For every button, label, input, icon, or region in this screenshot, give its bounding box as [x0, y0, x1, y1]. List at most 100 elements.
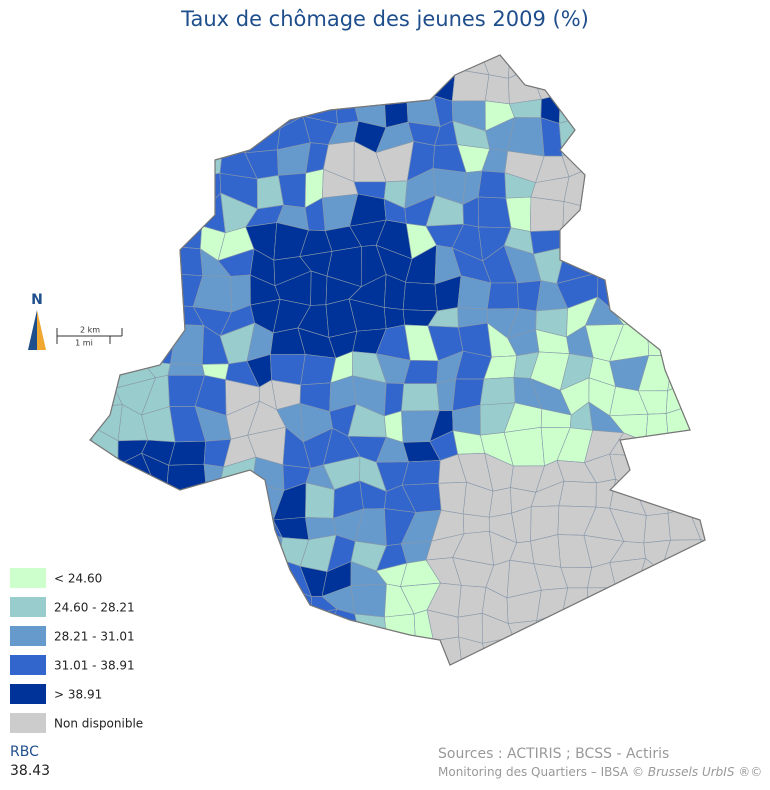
- district: [192, 585, 233, 623]
- district: [90, 355, 102, 391]
- district: [718, 688, 744, 728]
- district: [90, 510, 98, 538]
- district: [726, 226, 749, 256]
- district: [196, 482, 222, 520]
- district: [716, 408, 754, 436]
- district: [608, 70, 644, 95]
- legend-label: 28.21 - 31.01: [54, 630, 135, 644]
- district: [635, 152, 670, 176]
- district: [608, 143, 643, 173]
- district: [426, 676, 463, 699]
- district: [196, 505, 227, 543]
- district: [198, 125, 232, 150]
- district: [714, 615, 746, 642]
- district: [716, 386, 752, 411]
- district: [244, 558, 281, 596]
- district: [406, 63, 434, 96]
- district: [376, 637, 417, 665]
- district: [610, 671, 649, 696]
- district: [115, 143, 156, 179]
- district: [562, 201, 595, 231]
- district: [558, 480, 597, 508]
- district: [564, 673, 594, 695]
- district: [717, 144, 753, 178]
- district: [91, 89, 129, 127]
- district: [300, 354, 337, 386]
- district: [663, 273, 699, 302]
- district: [140, 143, 175, 178]
- scale-km: 2 km: [80, 326, 100, 335]
- district: [636, 455, 676, 493]
- district: [695, 55, 705, 68]
- district: [529, 55, 566, 71]
- district: [687, 479, 705, 521]
- district: [141, 507, 174, 544]
- north-label: N: [31, 292, 43, 308]
- map-title: Taux de chômage des jeunes 2009 (%): [180, 7, 589, 31]
- district: [116, 89, 148, 131]
- district: [217, 568, 250, 596]
- district: [90, 335, 128, 362]
- district: [141, 609, 173, 646]
- district: [324, 55, 364, 79]
- district: [128, 125, 148, 151]
- district: [334, 88, 359, 125]
- district: [663, 297, 699, 334]
- district: [590, 144, 616, 170]
- district: [426, 689, 456, 726]
- district: [687, 170, 705, 200]
- district: [141, 593, 182, 617]
- district: [402, 281, 438, 312]
- district: [609, 616, 645, 651]
- district: [141, 246, 173, 286]
- district: [278, 614, 312, 649]
- district: [270, 64, 301, 96]
- district: [225, 89, 254, 132]
- district: [689, 582, 705, 617]
- district: [299, 55, 337, 79]
- district: [643, 690, 673, 729]
- district: [297, 608, 338, 643]
- district: [120, 55, 156, 74]
- district: [641, 612, 673, 645]
- district: [665, 376, 702, 415]
- district: [220, 512, 258, 543]
- district: [119, 222, 148, 256]
- district: [665, 249, 702, 276]
- district: [667, 352, 701, 392]
- legend-swatch: [10, 597, 46, 617]
- district: [254, 691, 282, 724]
- district: [349, 72, 387, 91]
- district: [608, 194, 650, 233]
- district: [718, 594, 748, 616]
- district: [193, 663, 230, 665]
- district: [660, 66, 701, 99]
- district: [634, 120, 670, 157]
- district: [586, 611, 625, 651]
- district: [590, 198, 625, 233]
- district: [558, 55, 588, 80]
- district: [561, 611, 592, 642]
- district: [690, 455, 705, 483]
- district: [689, 404, 705, 437]
- district: [403, 360, 439, 384]
- district: [531, 688, 572, 719]
- district: [192, 621, 233, 647]
- district: [717, 96, 748, 130]
- district: [124, 507, 149, 547]
- district: [171, 222, 203, 250]
- district: [455, 660, 488, 665]
- district: [401, 460, 441, 486]
- district: [634, 589, 672, 618]
- district: [357, 663, 388, 665]
- district: [669, 455, 696, 491]
- district: [245, 608, 287, 649]
- district: [566, 693, 594, 720]
- district: [608, 120, 637, 153]
- district: [695, 610, 705, 644]
- district: [462, 513, 490, 535]
- district: [297, 637, 332, 665]
- district: [667, 479, 696, 514]
- district: [636, 70, 663, 99]
- district: [90, 480, 104, 514]
